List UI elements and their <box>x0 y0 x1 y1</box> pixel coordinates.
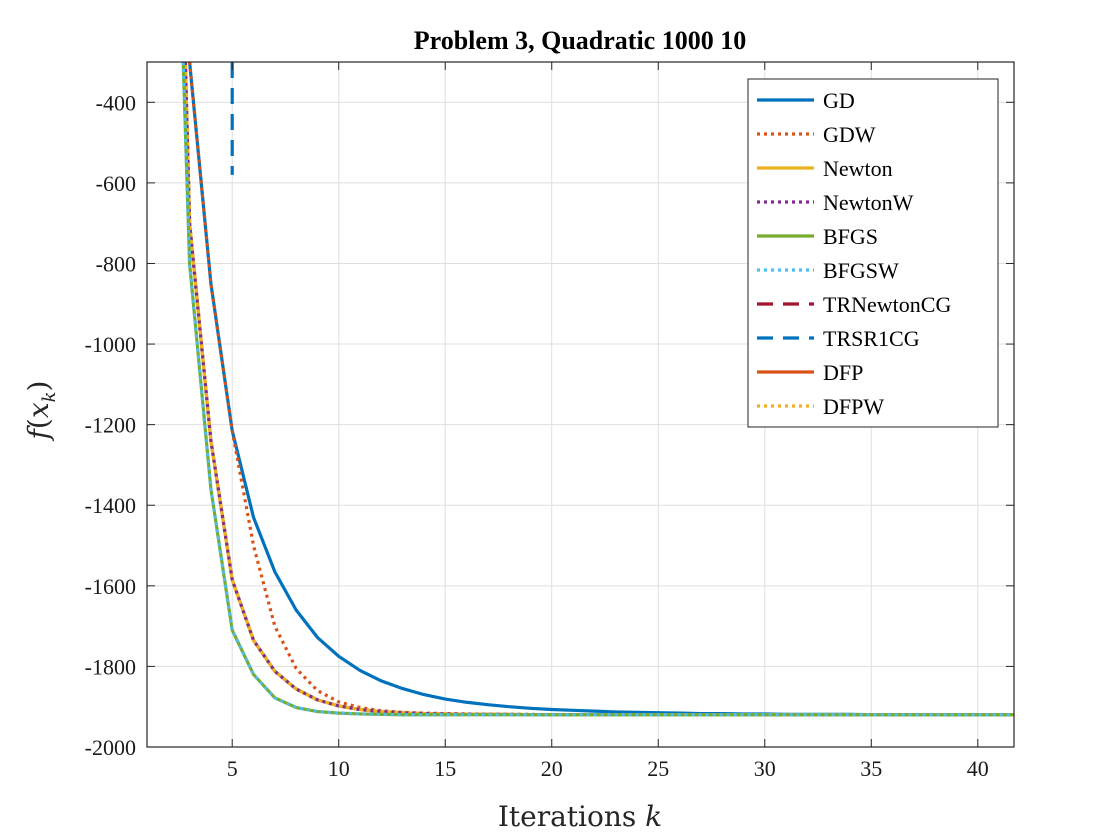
x-tick-label: 25 <box>647 756 669 781</box>
legend-label: NewtonW <box>823 190 914 215</box>
x-tick-label: 10 <box>328 756 350 781</box>
y-axis-label-sub: k <box>39 391 60 402</box>
legend-label: GD <box>823 88 855 113</box>
x-tick-label: 35 <box>860 756 882 781</box>
chart-title: Problem 3, Quadratic 1000 10 <box>414 26 746 55</box>
x-tick-label: 15 <box>434 756 456 781</box>
legend-label: Newton <box>823 156 893 181</box>
y-tick-label: -400 <box>96 90 136 115</box>
y-tick-label: -1000 <box>85 332 136 357</box>
y-tick-label: -2000 <box>85 735 136 760</box>
series-line-newtonw <box>183 62 1014 717</box>
x-tick-label: 20 <box>541 756 563 781</box>
legend-label: BFGSW <box>823 258 899 283</box>
x-tick-label: 40 <box>967 756 989 781</box>
x-axis-label-text: Iterations <box>498 800 645 833</box>
legend-label: TRSR1CG <box>823 326 920 351</box>
x-axis-label: Iterations k <box>498 800 662 833</box>
x-tick-label: 5 <box>227 756 238 781</box>
series-layer <box>181 62 1014 717</box>
legend-label: DFP <box>823 360 863 385</box>
y-tick-label: -800 <box>96 251 136 276</box>
legend-label: GDW <box>823 122 876 147</box>
series-line-bfgsw <box>181 62 1014 717</box>
legend-box <box>747 78 999 428</box>
y-axis-label-close: ) <box>22 381 55 392</box>
y-tick-label: -600 <box>96 171 136 196</box>
y-axis-label-open: ( <box>22 418 55 429</box>
y-tick-label: -1800 <box>85 654 136 679</box>
legend-label: DFPW <box>823 394 884 419</box>
legend: GD GDW Newton NewtonW BFGS BFGSW TRNewtonCG TRS… <box>747 78 999 428</box>
tick-layer: 5 10 15 20 25 30 35 40 -2000 -1800 -1600 -1400 -1200… <box>85 62 1014 781</box>
y-axis-label: f(xk) <box>22 381 60 442</box>
plot-frame <box>146 61 1015 748</box>
y-tick-label: -1400 <box>85 493 136 518</box>
legend-label: TRNewtonCG <box>823 292 951 317</box>
legend-label: BFGS <box>823 224 878 249</box>
x-axis-label-var: k <box>645 800 662 833</box>
y-axis-label-x: x <box>22 402 55 418</box>
x-tick-label: 30 <box>754 756 776 781</box>
y-tick-label: -1200 <box>85 413 136 438</box>
y-tick-label: -1600 <box>85 574 136 599</box>
